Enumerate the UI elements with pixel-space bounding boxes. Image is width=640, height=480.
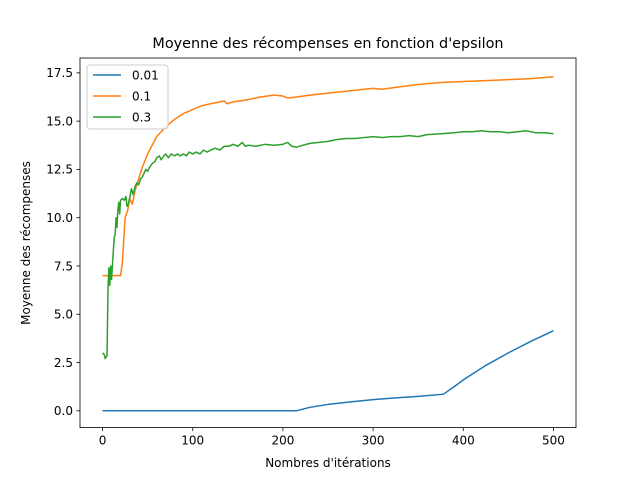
- legend-label-0: 0.01: [132, 68, 159, 82]
- y-axis-title: Moyenne des récompenses: [19, 161, 33, 325]
- y-tick-label: 0.0: [54, 404, 73, 418]
- series-layer: [102, 75, 554, 412]
- legend-label-2: 0.3: [132, 110, 151, 124]
- x-tick-label: 300: [362, 434, 385, 448]
- series-line-1: [102, 75, 554, 277]
- series-line-0: [102, 329, 554, 412]
- x-tick-label: 100: [181, 434, 204, 448]
- x-tick-label: 0: [99, 434, 107, 448]
- y-tick-label: 7.5: [54, 259, 73, 273]
- x-tick-label: 500: [542, 434, 565, 448]
- y-tick-label: 10.0: [46, 211, 73, 225]
- x-tick-label: 400: [452, 434, 475, 448]
- y-tick-label: 15.0: [46, 114, 73, 128]
- legend: 0.01 0.1 0.3: [86, 64, 169, 130]
- legend-label-1: 0.1: [132, 89, 151, 103]
- legend-frame: [86, 64, 169, 130]
- x-axis: 0 100 200 300 400 500: [99, 427, 565, 448]
- y-tick-label: 12.5: [46, 163, 73, 177]
- y-axis: 0.0 2.5 5.0 7.5 10.0 12.5 15.0 17.5: [46, 66, 80, 418]
- series-line-2: [102, 130, 554, 360]
- y-tick-label: 2.5: [54, 356, 73, 370]
- plot-frame: [79, 57, 577, 429]
- x-axis-title: Nombres d'itérations: [265, 456, 391, 470]
- y-tick-label: 17.5: [46, 66, 73, 80]
- x-tick-label: 200: [271, 434, 294, 448]
- chart-title: Moyenne des récompenses en fonction d'ep…: [152, 36, 503, 52]
- y-tick-label: 5.0: [54, 308, 73, 322]
